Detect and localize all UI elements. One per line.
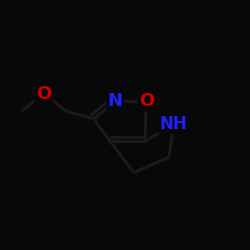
Text: NH: NH bbox=[160, 115, 188, 133]
Text: O: O bbox=[138, 92, 154, 110]
Text: O: O bbox=[36, 85, 52, 103]
Text: N: N bbox=[108, 92, 122, 110]
